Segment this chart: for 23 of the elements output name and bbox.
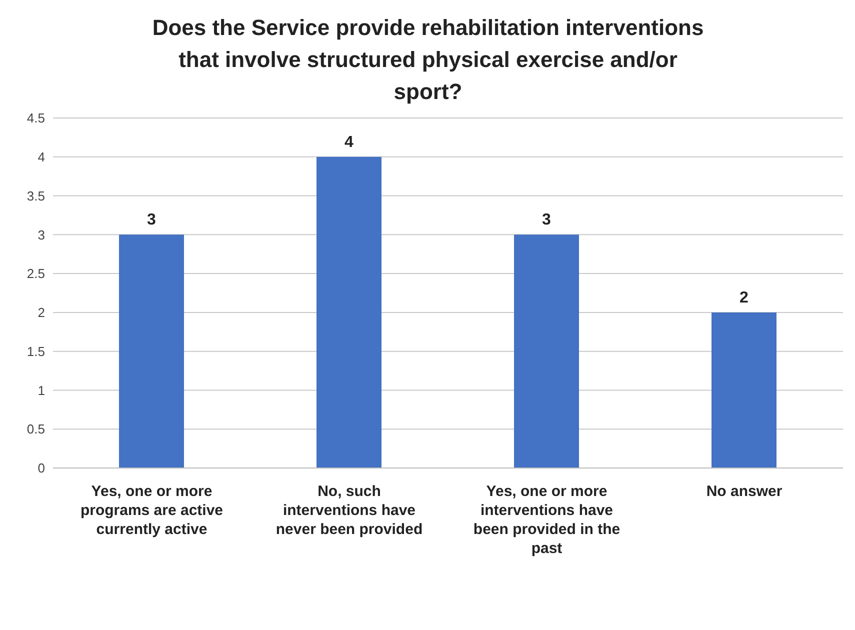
bar — [119, 234, 184, 468]
data-label: 4 — [344, 134, 354, 151]
bar — [514, 234, 579, 468]
y-tick-label: 2.5 — [26, 266, 45, 282]
data-label: 3 — [542, 212, 552, 229]
data-label: 2 — [740, 289, 749, 306]
y-tick-label: 1 — [38, 382, 45, 398]
data-label: 3 — [147, 212, 156, 229]
y-tick-label: 3 — [38, 227, 45, 242]
y-tick-label: 3.5 — [26, 188, 45, 204]
x-tick-label: Yes, one or more interventions have been provided in the past — [473, 483, 620, 557]
y-tick-label: 4.5 — [26, 110, 45, 126]
bar — [712, 312, 776, 468]
x-tick-label: Yes, one or more programs are active currently active — [80, 483, 224, 538]
y-tick-label: 1.5 — [26, 344, 45, 359]
y-tick-label: 4 — [38, 150, 45, 165]
y-tick-label: 0 — [38, 460, 45, 476]
y-tick-label: 0.5 — [26, 422, 45, 437]
bar — [316, 156, 382, 468]
x-tick-label: No answer — [706, 483, 782, 500]
y-tick-label: 2 — [38, 305, 45, 320]
chart-title: Does the Service provide rehabilitation interventions that involve structured physical exercise and/or sport? — [151, 14, 705, 106]
x-tick-label: No, such interventions have never been provided — [276, 483, 423, 538]
